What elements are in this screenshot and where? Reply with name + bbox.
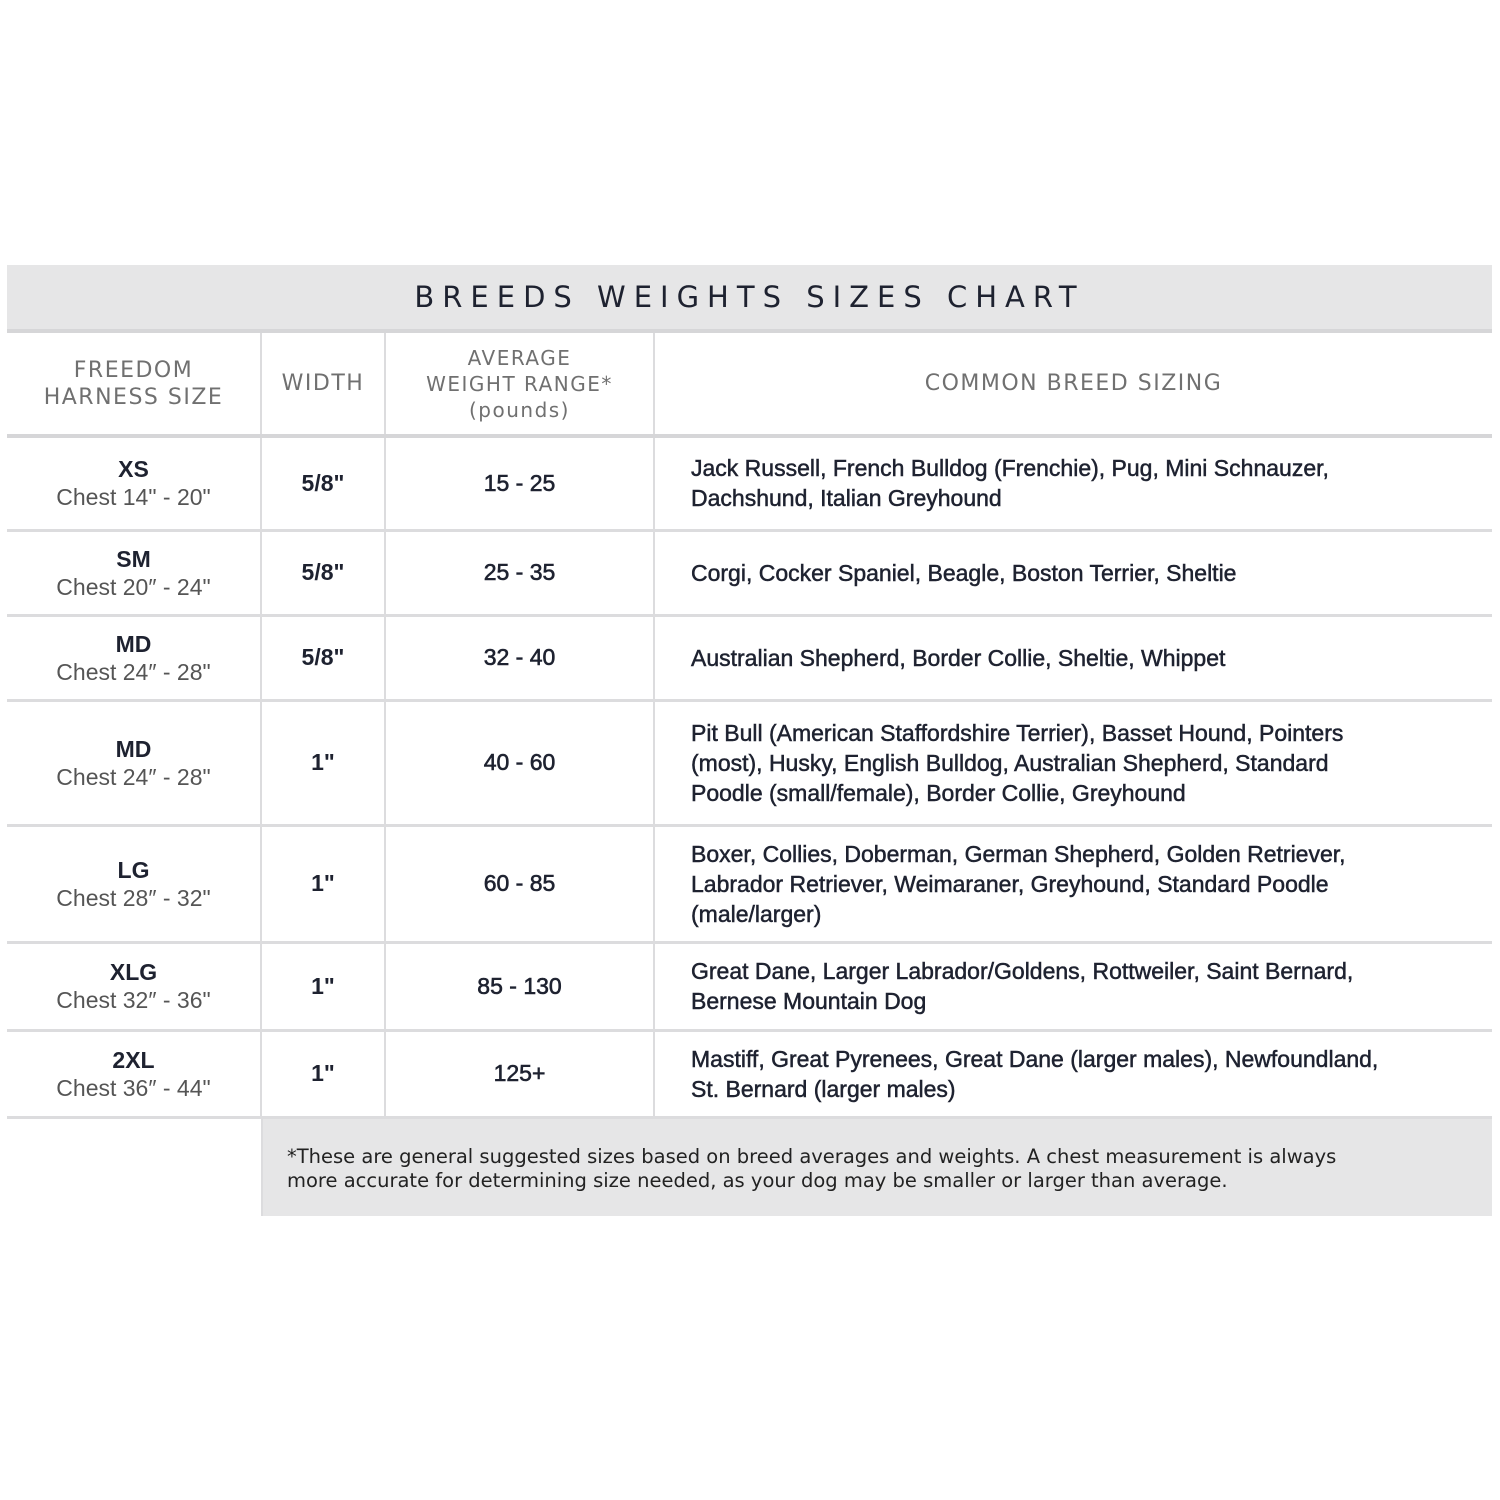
chest-range: Chest 28″ - 32" — [56, 884, 211, 911]
header-size-line: FREEDOM — [73, 357, 194, 383]
table-row: SM Chest 20″ - 24" 5/8" 25 - 35 Corgi, Cocke… — [7, 530, 1492, 617]
breeds-line: Dachshund, Italian Greyhound — [691, 485, 1002, 512]
chest-range: Chest 36″ - 44" — [56, 1074, 211, 1101]
header-size: FREEDOM HARNESS SIZE — [7, 333, 261, 438]
table-row: LG Chest 28″ - 32" 1" 60 - 85 Boxer, Collies… — [7, 825, 1492, 944]
weight-cell: 25 - 35 — [384, 530, 654, 617]
table-row: 2XL Chest 36″ - 44" 1" 125+ Mastiff, Great P… — [7, 1030, 1492, 1119]
breeds-line: St. Bernard (larger males) — [691, 1075, 956, 1102]
breeds-line: Poodle (small/female), Border Collie, Gr… — [691, 779, 1186, 806]
size-table: FREEDOM HARNESS SIZE WIDTH AVERAGE WEIGHT … — [7, 333, 1492, 1119]
breeds-line: Pit Bull (American Staffordshire Terrier… — [691, 719, 1344, 746]
breeds-cell: Pit Bull (American Staffordshire Terrier… — [653, 700, 1492, 827]
size-label: MD — [115, 630, 152, 657]
size-label: LG — [117, 856, 150, 883]
chest-range: Chest 32″ - 36" — [56, 987, 211, 1013]
breeds-line: Bernese Mountain Dog — [691, 988, 927, 1015]
width-cell: 1" — [260, 825, 385, 944]
footnote: *These are general suggested sizes based… — [263, 1118, 1492, 1216]
breeds-line: Jack Russell, French Bulldog (Frenchie),… — [691, 455, 1329, 482]
table-row: MD Chest 24″ - 28" 5/8" 32 - 40 Australian S… — [7, 615, 1492, 702]
breeds-cell: Jack Russell, French Bulldog (Frenchie),… — [653, 436, 1492, 532]
breeds-line: Labrador Retriever, Weimaraner, Greyhoun… — [691, 870, 1329, 897]
table-row: XS Chest 14" - 20" 5/8" 15 - 25 Jack Russell… — [7, 436, 1492, 532]
footnote-line: *These are general suggested sizes based… — [287, 1144, 1337, 1168]
header-row: FREEDOM HARNESS SIZE WIDTH AVERAGE WEIGHT … — [7, 333, 1492, 438]
width-cell: 5/8" — [260, 530, 385, 617]
chest-range: Chest 20″ - 24" — [56, 573, 211, 600]
chart-title: BREEDS WEIGHTS SIZES CHART — [7, 265, 1492, 333]
chest-range: Chest 24″ - 28" — [56, 763, 211, 790]
header-weight-line: AVERAGE — [467, 345, 572, 370]
weight-cell: 32 - 40 — [384, 615, 654, 702]
header-weight-unit: (pounds) — [468, 397, 570, 422]
breeds-cell: Boxer, Collies, Doberman, German Shepher… — [653, 825, 1492, 944]
breeds-cell: Australian Shepherd, Border Collie, Shel… — [653, 615, 1492, 702]
breeds-cell: Corgi, Cocker Spaniel, Beagle, Boston Te… — [653, 530, 1492, 617]
breeds-line: Boxer, Collies, Doberman, German Shepher… — [691, 840, 1346, 867]
weight-cell: 15 - 25 — [384, 436, 654, 532]
width-cell: 5/8" — [260, 436, 385, 532]
width-cell: 5/8" — [260, 615, 385, 702]
breeds-line: Great Dane, Larger Labrador/Goldens, Rot… — [691, 958, 1354, 985]
header-size-line: HARNESS SIZE — [43, 384, 224, 410]
header-width: WIDTH — [260, 333, 385, 438]
breeds-line: Corgi, Cocker Spaniel, Beagle, Boston Te… — [691, 559, 1237, 586]
header-weight: AVERAGE WEIGHT RANGE* (pounds) — [384, 333, 654, 438]
breeds-line: (most), Husky, English Bulldog, Australi… — [691, 749, 1329, 776]
footnote-row: *These are general suggested sizes based… — [7, 1118, 1492, 1216]
breeds-cell: Mastiff, Great Pyrenees, Great Dane (lar… — [653, 1030, 1492, 1119]
size-label: XS — [118, 456, 149, 483]
size-label: 2XL — [112, 1046, 155, 1073]
footnote-spacer — [7, 1118, 263, 1216]
header-breeds: COMMON BREED SIZING — [653, 333, 1492, 438]
size-cell: MD Chest 24″ - 28" — [7, 615, 261, 702]
footnote-line: more accurate for determining size neede… — [287, 1168, 1228, 1192]
size-label: XLG — [109, 959, 158, 985]
size-label: MD — [115, 735, 152, 762]
size-cell: 2XL Chest 36″ - 44" — [7, 1030, 261, 1119]
table-row: XLG Chest 32″ - 36" 1" 85 - 130 Great Dane, … — [7, 942, 1492, 1032]
weight-cell: 40 - 60 — [384, 700, 654, 827]
size-cell: XS Chest 14" - 20" — [7, 436, 261, 532]
breeds-cell: Great Dane, Larger Labrador/Goldens, Rot… — [653, 942, 1492, 1032]
weight-cell: 60 - 85 — [384, 825, 654, 944]
size-chart: BREEDS WEIGHTS SIZES CHART FREEDOM HARNES… — [7, 265, 1492, 1216]
size-label: SM — [116, 545, 151, 572]
table-row: MD Chest 24″ - 28" 1" 40 - 60 Pit Bull (Amer… — [7, 700, 1492, 827]
size-cell: XLG Chest 32″ - 36" — [7, 942, 261, 1032]
breeds-line: (male/larger) — [691, 900, 822, 927]
header-weight-line: WEIGHT RANGE* — [426, 371, 613, 396]
breeds-line: Mastiff, Great Pyrenees, Great Dane (lar… — [691, 1045, 1379, 1072]
breeds-line: Australian Shepherd, Border Collie, Shel… — [691, 644, 1226, 671]
size-cell: LG Chest 28″ - 32" — [7, 825, 261, 944]
size-cell: SM Chest 20″ - 24" — [7, 530, 261, 617]
weight-cell: 125+ — [384, 1030, 654, 1119]
chest-range: Chest 24″ - 28" — [56, 658, 211, 685]
weight-cell: 85 - 130 — [384, 942, 654, 1032]
width-cell: 1" — [260, 700, 385, 827]
width-cell: 1" — [260, 1030, 385, 1119]
chest-range: Chest 14" - 20" — [56, 484, 211, 511]
width-cell: 1" — [260, 942, 385, 1032]
size-cell: MD Chest 24″ - 28" — [7, 700, 261, 827]
